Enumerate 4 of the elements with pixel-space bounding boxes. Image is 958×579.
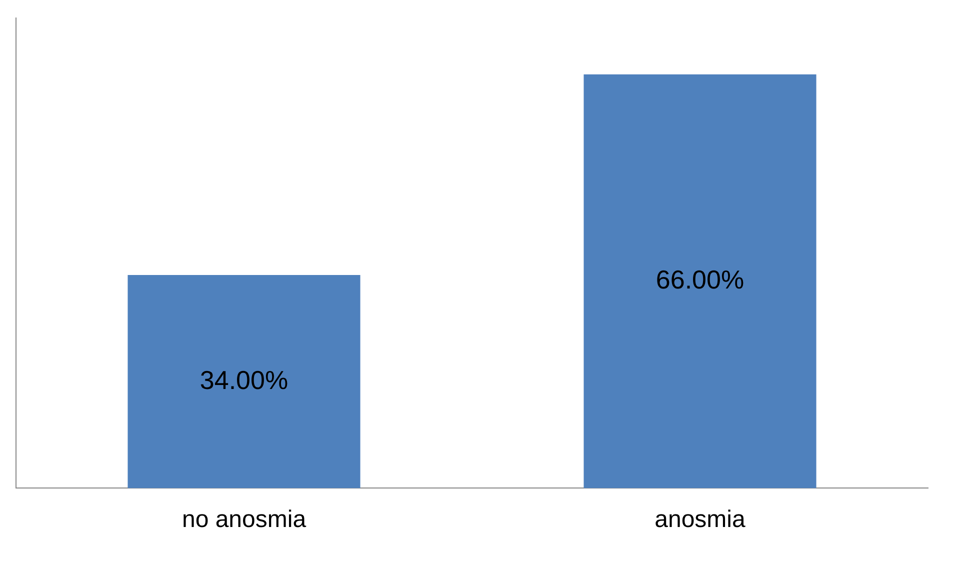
data-label: 66.00%: [656, 264, 744, 294]
data-label: 34.00%: [200, 364, 288, 395]
x-tick-label: no anosmia: [182, 506, 307, 534]
x-tick-label: anosmia: [654, 506, 746, 534]
